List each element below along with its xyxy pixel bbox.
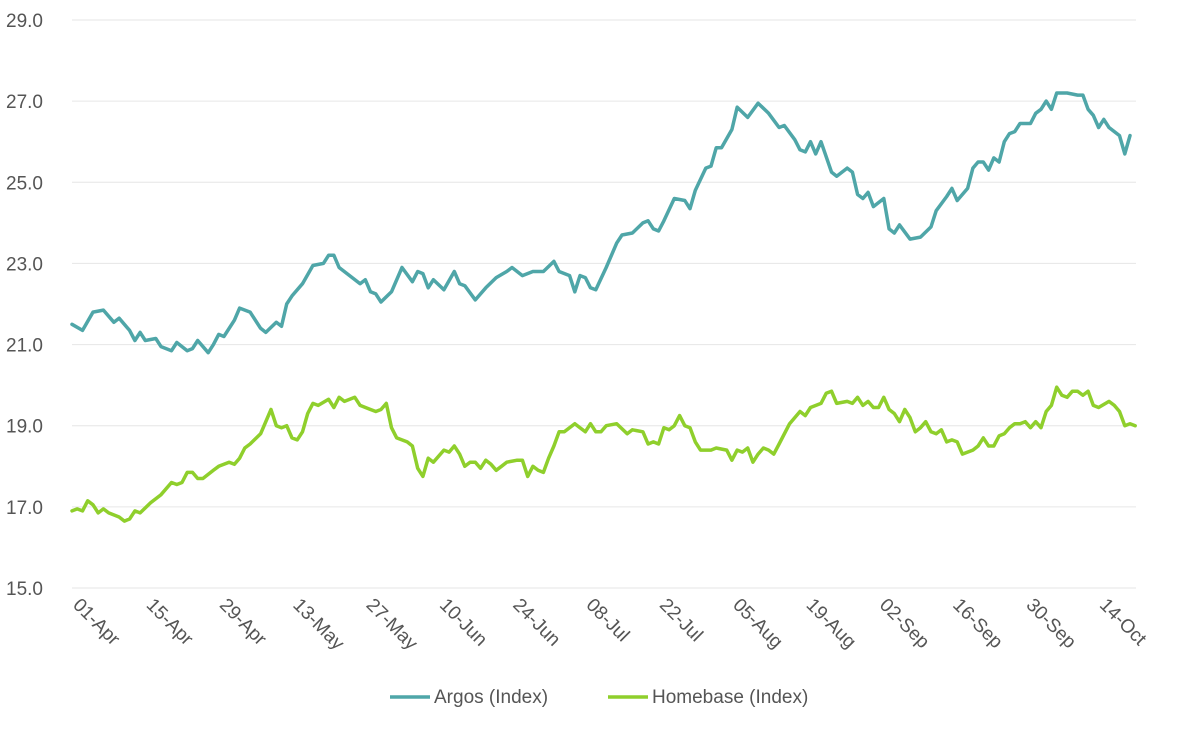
x-tick-label-08-jul: 08-Jul bbox=[582, 595, 633, 646]
x-tick-label-10-jun: 10-Jun bbox=[435, 595, 491, 651]
x-tick-label-14-oct: 14-Oct bbox=[1095, 595, 1151, 651]
x-tick-label-05-aug: 05-Aug bbox=[728, 595, 786, 653]
y-axis-ticks: 15.0 17.0 19.0 21.0 23.0 25.0 27.0 29.0 bbox=[6, 11, 43, 600]
y-tick-label-25-0: 25.0 bbox=[6, 173, 43, 194]
x-tick-label-01-apr: 01-Apr bbox=[68, 595, 124, 651]
y-tick-label-15-0: 15.0 bbox=[6, 579, 43, 600]
gridlines bbox=[72, 19, 1136, 589]
series-line-argos-index bbox=[70, 91, 1132, 355]
legend-label-argos-index: Argos (Index) bbox=[434, 687, 548, 708]
x-tick-label-16-sep: 16-Sep bbox=[948, 595, 1006, 653]
x-tick-label-24-jun: 24-Jun bbox=[508, 595, 564, 651]
y-tick-label-21-0: 21.0 bbox=[6, 336, 43, 357]
series-lines bbox=[70, 91, 1137, 523]
y-tick-label-29-0: 29.0 bbox=[6, 11, 43, 32]
y-tick-label-19-0: 19.0 bbox=[6, 417, 43, 438]
x-tick-label-19-aug: 19-Aug bbox=[802, 595, 860, 653]
x-tick-label-22-jul: 22-Jul bbox=[655, 595, 706, 646]
series-line-homebase-index bbox=[70, 385, 1137, 523]
x-tick-label-30-sep: 30-Sep bbox=[1022, 595, 1080, 653]
x-tick-label-29-apr: 29-Apr bbox=[215, 595, 271, 651]
legend: Argos (Index) Homebase (Index) bbox=[390, 687, 808, 708]
legend-label-homebase-index: Homebase (Index) bbox=[652, 687, 808, 708]
x-tick-label-02-sep: 02-Sep bbox=[875, 595, 933, 653]
x-axis-ticks: 01-Apr 15-Apr 29-Apr 13-May 27-May 10-Jun 24-J… bbox=[68, 595, 1150, 655]
x-tick-label-15-apr: 15-Apr bbox=[142, 595, 198, 651]
y-tick-label-23-0: 23.0 bbox=[6, 254, 43, 275]
x-tick-label-13-may: 13-May bbox=[288, 595, 348, 655]
x-tick-label-27-may: 27-May bbox=[362, 595, 422, 655]
y-tick-label-17-0: 17.0 bbox=[6, 498, 43, 519]
y-tick-label-27-0: 27.0 bbox=[6, 92, 43, 113]
